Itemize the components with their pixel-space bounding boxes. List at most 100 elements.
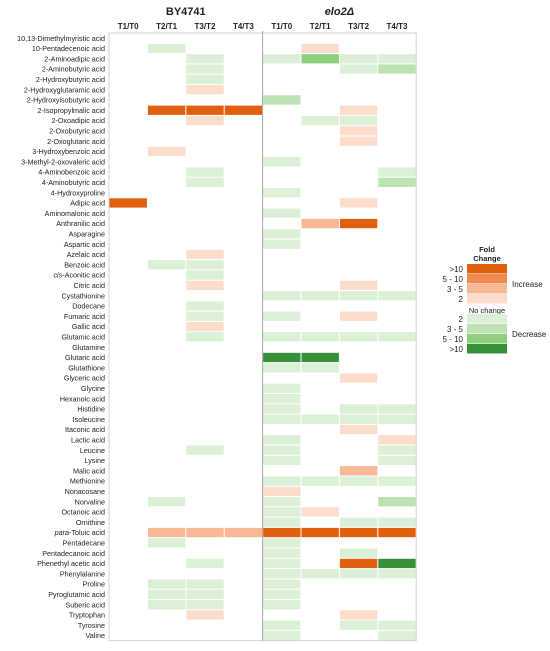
row-label: Anthranilic acid — [56, 219, 105, 228]
heatmap-cell — [378, 455, 416, 466]
heatmap-cell — [301, 54, 339, 64]
row-label: Pentadecane — [63, 538, 105, 547]
heatmap-cell — [301, 332, 339, 342]
heatmap-cell — [301, 43, 339, 54]
row-label: 2-Isopropylmalic acid — [37, 106, 105, 115]
heatmap-cells — [109, 43, 416, 641]
heatmap-cell — [186, 167, 224, 177]
legend-swatch — [467, 334, 507, 344]
column-label: T2/T1 — [310, 22, 331, 31]
legend-swatch — [467, 284, 507, 294]
heatmap-cell — [378, 435, 416, 445]
legend-swatch — [467, 314, 507, 324]
legend-label: 3 - 5 — [447, 325, 464, 334]
heatmap-cell — [301, 363, 339, 373]
row-label: para-Toluic acid — [54, 528, 105, 537]
heatmap-cell — [339, 404, 378, 414]
heatmap-cell — [378, 291, 416, 301]
row-label: Lysine — [84, 456, 105, 465]
heatmap-cell — [378, 54, 416, 64]
heatmap-cell — [339, 332, 378, 342]
heatmap-cell — [186, 280, 224, 290]
heatmap-cell — [186, 589, 224, 599]
heatmap-cell — [378, 64, 416, 74]
row-label: 2-Aminobutyric acid — [42, 65, 105, 74]
heatmap-cell — [339, 517, 378, 527]
heatmap-cell — [263, 332, 301, 342]
column-label: T1/T0 — [118, 22, 139, 31]
heatmap-cell — [378, 517, 416, 527]
row-label: Glyceric acid — [64, 374, 105, 383]
heatmap-cell — [339, 558, 378, 569]
row-label: Itaconic acid — [65, 425, 105, 434]
row-label: Pyroglutamic acid — [48, 590, 105, 599]
heatmap-cell — [378, 620, 416, 630]
column-label: T2/T1 — [156, 22, 177, 31]
row-label: 4-Aminobenzoic acid — [38, 168, 105, 177]
row-label: Suberic acid — [65, 600, 105, 609]
heatmap-cell — [339, 218, 378, 229]
heatmap-cell — [378, 476, 416, 486]
group-label: BY4741 — [166, 6, 206, 18]
heatmap-cell — [263, 579, 301, 589]
row-label: 2-Aminoadipic acid — [44, 54, 105, 63]
row-label: cis-Aconitic acid — [53, 271, 105, 280]
heatmap-cell — [147, 105, 186, 115]
row-label: 2-Hydroxyisobutyric acid — [27, 96, 105, 105]
heatmap-cell — [224, 527, 263, 538]
row-label: 4-Hydroxyproline — [51, 188, 105, 197]
heatmap-cell — [339, 291, 378, 301]
row-label: Hexanoic acid — [60, 394, 105, 403]
heatmap-column-labels: T1/T0 T2/T1 T3/T2 T4/T3 T1/T0 T2/T1 T3/T2 T4/T3 — [118, 22, 408, 31]
heatmap-cell — [263, 352, 301, 363]
row-label: Glutamic acid — [61, 332, 105, 341]
heatmap-cell — [263, 507, 301, 517]
heatmap-cell — [301, 291, 339, 301]
row-label: 3-Hydroxybenzoic acid — [32, 147, 105, 156]
row-label: Proline — [83, 580, 105, 589]
row-label: Lactic acid — [71, 435, 105, 444]
heatmap-cell — [186, 445, 224, 455]
heatmap-cell — [378, 569, 416, 579]
heatmap-cell — [263, 445, 301, 455]
heatmap-cell — [263, 558, 301, 569]
column-label: T3/T2 — [348, 22, 369, 31]
row-label: Pentadecanoic acid — [42, 549, 105, 558]
row-label: Aspartic acid — [64, 240, 105, 249]
heatmap-cell — [339, 105, 378, 115]
heatmap-cell — [378, 558, 416, 569]
group-label: elo2Δ — [325, 6, 354, 18]
row-label: Phenethyl acetic acid — [37, 559, 105, 568]
heatmap-cell — [186, 332, 224, 342]
heatmap-cell — [301, 218, 339, 229]
legend-no-change: No change — [469, 306, 505, 315]
heatmap-cell — [339, 548, 378, 558]
heatmap-cell — [263, 311, 301, 321]
column-label: T4/T3 — [387, 22, 408, 31]
heatmap-cell — [147, 43, 186, 54]
row-label: 2-Oxoglutaric acid — [47, 137, 105, 146]
row-label: Phenylalanine — [60, 569, 105, 578]
heatmap-cell — [301, 352, 339, 363]
heatmap-cell — [339, 569, 378, 579]
heatmap-cell — [147, 589, 186, 599]
heatmap-cell — [263, 548, 301, 558]
heatmap-cell — [263, 527, 301, 538]
legend-label: >10 — [449, 345, 463, 354]
heatmap-cell — [263, 95, 301, 105]
heatmap-cell — [186, 249, 224, 260]
row-label: 2-Hydroxybutyric acid — [36, 75, 105, 84]
row-label: Glycine — [81, 384, 105, 393]
heatmap-cell — [263, 476, 301, 486]
heatmap-cell — [263, 157, 301, 167]
row-label: Adipic acid — [70, 199, 105, 208]
heatmap-cell — [186, 64, 224, 74]
heatmap-cell — [339, 466, 378, 476]
heatmap-cell — [263, 497, 301, 507]
heatmap-cell — [186, 115, 224, 126]
row-label: 2-Hydroxyglutaramic acid — [24, 85, 105, 94]
row-label: Citric acid — [73, 281, 105, 290]
heatmap-cell — [378, 332, 416, 342]
heatmap-cell — [263, 414, 301, 424]
